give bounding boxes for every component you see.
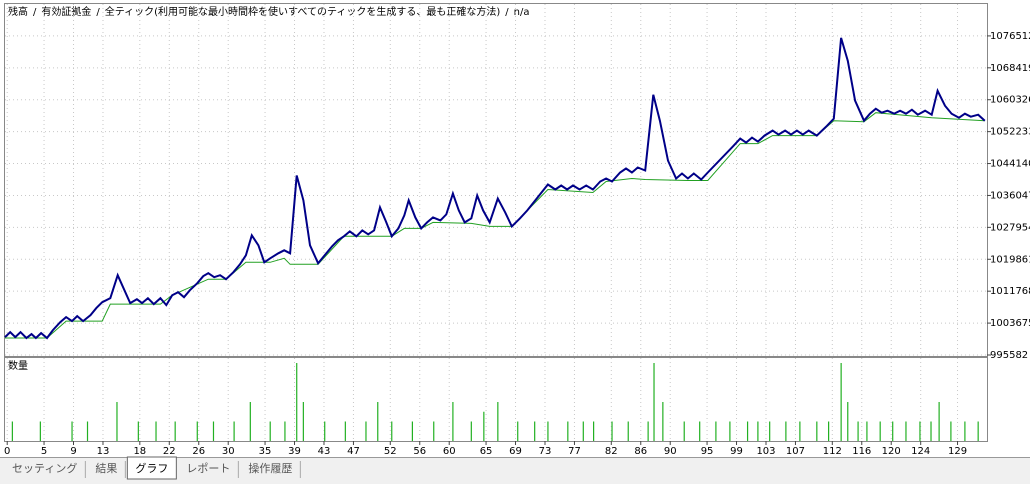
x-tick-label: 43 (318, 446, 331, 457)
x-tick-label: 77 (568, 446, 581, 457)
y-tick-label: 1011768 (990, 286, 1030, 297)
x-tick-label: 18 (133, 446, 146, 457)
x-tick-label: 22 (163, 446, 176, 457)
tab-label[interactable]: グラフ (135, 461, 168, 475)
x-tick-label: 13 (97, 446, 110, 457)
x-tick-label: 47 (347, 446, 360, 457)
legend-entry: 残高 (8, 5, 28, 18)
x-tick-label: 86 (634, 446, 647, 457)
x-tick-label: 95 (701, 446, 714, 457)
panel-title: 数量 (8, 359, 28, 372)
tab-label[interactable]: 結果 (95, 461, 117, 475)
x-tick-label: 82 (605, 446, 618, 457)
x-tick-label: 129 (948, 446, 967, 457)
y-tick-label: 1076512 (990, 31, 1030, 42)
x-tick-label: 112 (823, 446, 842, 457)
tab-label[interactable]: レポート (186, 462, 230, 475)
x-tick-label: 90 (664, 446, 677, 457)
x-tick-label: 116 (852, 446, 871, 457)
y-tick-label: 1036047 (990, 190, 1030, 201)
active-tab (126, 456, 177, 480)
tabs: セッティング 結果 グラフ レポート 操作履歴 (12, 456, 301, 480)
x-tick-label: 60 (443, 446, 456, 457)
legend-separator: / (33, 7, 37, 18)
chart-note: n/a (514, 7, 530, 18)
x-tick-label: 35 (259, 446, 272, 457)
x-tick-label: 69 (509, 446, 522, 457)
x-tick-label: 56 (413, 446, 426, 457)
legend-separator: / (96, 7, 100, 18)
x-tick-label: 103 (756, 446, 775, 457)
y-tick-label: 1003675 (990, 318, 1030, 329)
series-line (4, 37, 986, 340)
x-tick-label: 39 (288, 446, 301, 457)
tab-label[interactable]: セッティング (12, 461, 77, 475)
x-tick-label: 30 (222, 446, 235, 457)
x-tick-label: 99 (730, 446, 743, 457)
y-tick-label: 1027954 (990, 222, 1030, 233)
y-tick-label: 1060326 (990, 95, 1030, 106)
chart-title: 全ティック(利用可能な最小時間枠を使いすべてのティックを生成する、最も正確な方法… (105, 5, 501, 18)
x-tick-label: 73 (539, 446, 552, 457)
x-tick-label: 107 (786, 446, 805, 457)
main-panel (4, 3, 988, 357)
y-tick-label: 995582 (990, 350, 1028, 361)
tab-label[interactable]: 操作履歴 (248, 461, 292, 475)
x-tick-label: 9 (70, 446, 76, 457)
plot: 9955821003675101176810198611027954103604… (4, 4, 1030, 457)
x-tick-label: 124 (911, 446, 930, 457)
x-tick-label: 52 (384, 446, 397, 457)
legend-entry: 有効証拠金 (41, 5, 91, 18)
volume-panel (4, 357, 988, 442)
y-tick-label: 1068419 (990, 63, 1030, 74)
x-tick-label: 65 (480, 446, 493, 457)
x-tick-label: 0 (4, 446, 10, 457)
legend-separator: / (505, 7, 509, 18)
y-tick-label: 1044140 (990, 159, 1030, 170)
x-tick-label: 26 (192, 446, 205, 457)
legend: 残高 / 有効証拠金 / 全ティック(利用可能な最小時間枠を使いすべてのティックを生成す… (8, 5, 529, 18)
x-tick-label: 120 (882, 446, 901, 457)
x-tick-label: 5 (41, 446, 47, 457)
y-tick-label: 1052233 (990, 127, 1030, 138)
